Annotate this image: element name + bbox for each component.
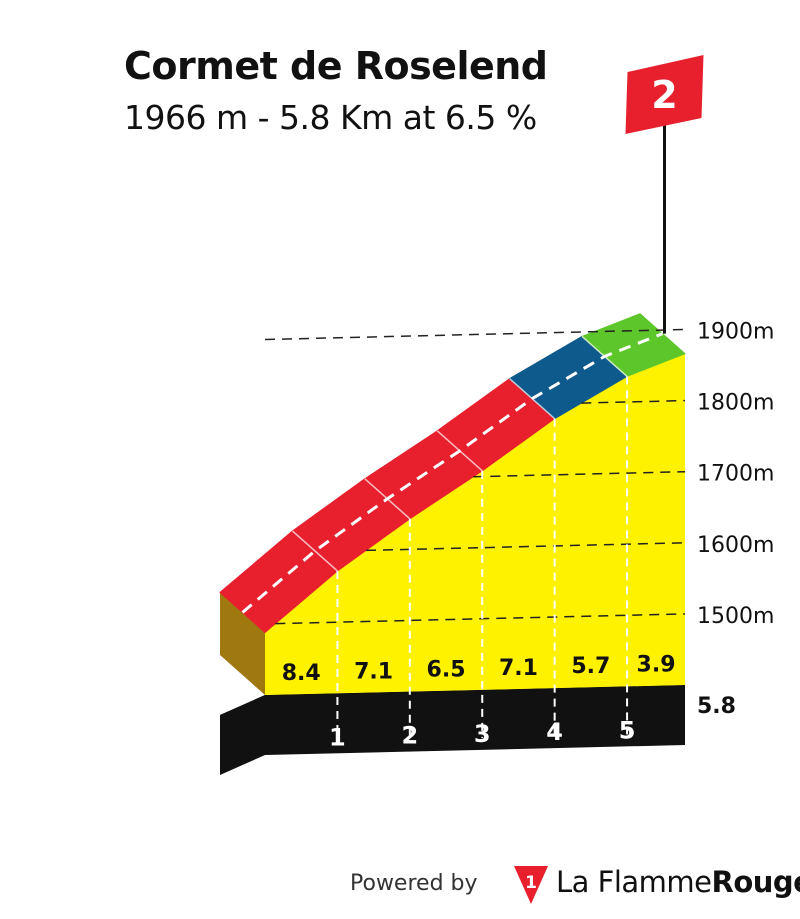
climb-title: Cormet de Roselend (124, 44, 548, 88)
end-distance-label: 5.8 (697, 694, 736, 719)
km-label: 3 (474, 720, 491, 748)
elevation-tick-label: 1700m (697, 462, 774, 487)
flamme-rouge-logo-icon: 1 (513, 862, 549, 906)
segment-gradient-label: 6.5 (427, 658, 466, 683)
powered-by-label: Powered by (350, 871, 478, 896)
segment-gradient-label: 8.4 (282, 661, 321, 686)
category-badge-label: 2 (651, 73, 677, 117)
brand-name: La FlammeRouge (556, 865, 800, 899)
segment-gradient-label: 7.1 (354, 659, 393, 684)
elevation-tick-label: 1600m (697, 533, 774, 558)
segment-gradient-label: 3.9 (637, 653, 676, 678)
km-label: 4 (546, 718, 563, 746)
brand-name-regular: La Flamme (556, 865, 712, 899)
elevation-tick-label: 1900m (697, 320, 774, 345)
climb-subtitle: 1966 m - 5.8 Km at 6.5 % (124, 98, 537, 137)
km-label: 5 (619, 716, 636, 744)
logo-mark-text: 1 (525, 873, 537, 893)
km-label: 1 (329, 723, 346, 751)
brand-name-bold: Rouge (712, 865, 800, 899)
elevation-tick-label: 1800m (697, 391, 774, 416)
km-label: 2 (401, 722, 418, 750)
segment-gradient-label: 5.7 (571, 654, 610, 679)
powered-by-footer: Powered by 1 La FlammeRouge (350, 862, 800, 912)
elevation-tick-label: 1500m (697, 604, 774, 629)
segment-gradient-label: 7.1 (499, 656, 538, 681)
